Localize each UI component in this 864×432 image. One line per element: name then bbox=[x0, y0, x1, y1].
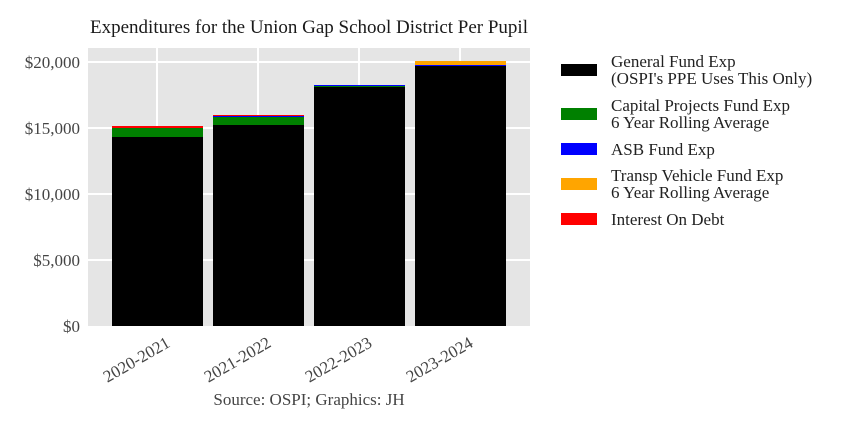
bar-2021-2022 bbox=[213, 115, 304, 326]
legend-label: Interest On Debt bbox=[611, 209, 725, 229]
bar-segment bbox=[112, 137, 203, 326]
plot-area bbox=[88, 48, 530, 326]
bar-segment bbox=[314, 86, 405, 326]
y-tick-label: $10,000 bbox=[24, 185, 80, 204]
bar-segment bbox=[314, 85, 405, 87]
horizontal-gridline bbox=[88, 193, 530, 195]
legend-swatch bbox=[561, 64, 597, 76]
bar-segment bbox=[112, 126, 203, 129]
y-tick-label: $15,000 bbox=[24, 119, 80, 138]
legend-item-interest-on-debt: Interest On Debt bbox=[561, 210, 812, 228]
chart-title: Expenditures for the Union Gap School Di… bbox=[90, 17, 528, 38]
bar-segment bbox=[314, 84, 405, 86]
bar-segment bbox=[213, 124, 304, 326]
y-tick-label: $5,000 bbox=[33, 251, 80, 270]
x-tick-label: 2020-2021 bbox=[100, 333, 174, 387]
x-tick-label: 2021-2022 bbox=[201, 333, 275, 387]
legend-label: Transp Vehicle Fund Exp 6 Year Rolling A… bbox=[611, 166, 784, 202]
bar-segment bbox=[112, 128, 203, 138]
legend-swatch bbox=[561, 143, 597, 155]
horizontal-gridline bbox=[88, 259, 530, 261]
bar-segment bbox=[415, 65, 506, 66]
legend-label: General Fund Exp (OSPI's PPE Uses This O… bbox=[611, 52, 813, 88]
legend-item-capital-projects: Capital Projects Fund Exp 6 Year Rolling… bbox=[561, 96, 812, 132]
x-tick-label: 2023-2024 bbox=[403, 333, 477, 387]
bar-segment bbox=[213, 116, 304, 118]
y-tick-label: $20,000 bbox=[24, 53, 80, 72]
legend: General Fund Exp (OSPI's PPE Uses This O… bbox=[561, 52, 812, 228]
x-tick-label: 2022-2023 bbox=[302, 333, 376, 387]
bar-segment bbox=[213, 117, 304, 125]
legend-item-transp-vehicle: Transp Vehicle Fund Exp 6 Year Rolling A… bbox=[561, 166, 812, 202]
bar-2023-2024 bbox=[415, 61, 506, 326]
bar-2020-2021 bbox=[112, 126, 203, 326]
bar-segment bbox=[213, 115, 304, 117]
bar-segment bbox=[415, 65, 506, 326]
legend-label: ASB Fund Exp bbox=[611, 139, 715, 159]
legend-label: Capital Projects Fund Exp 6 Year Rolling… bbox=[611, 96, 790, 132]
y-tick-label: $0 bbox=[63, 317, 80, 336]
legend-swatch bbox=[561, 108, 597, 120]
legend-swatch bbox=[561, 213, 597, 225]
bar-segment bbox=[415, 61, 506, 66]
horizontal-gridline bbox=[88, 61, 530, 63]
horizontal-gridline bbox=[88, 127, 530, 129]
legend-item-asb-fund: ASB Fund Exp bbox=[561, 140, 812, 158]
legend-item-general-fund: General Fund Exp (OSPI's PPE Uses This O… bbox=[561, 52, 812, 88]
legend-swatch bbox=[561, 178, 597, 190]
source-caption: Source: OSPI; Graphics: JH bbox=[213, 390, 405, 409]
bar-2022-2023 bbox=[314, 84, 405, 326]
